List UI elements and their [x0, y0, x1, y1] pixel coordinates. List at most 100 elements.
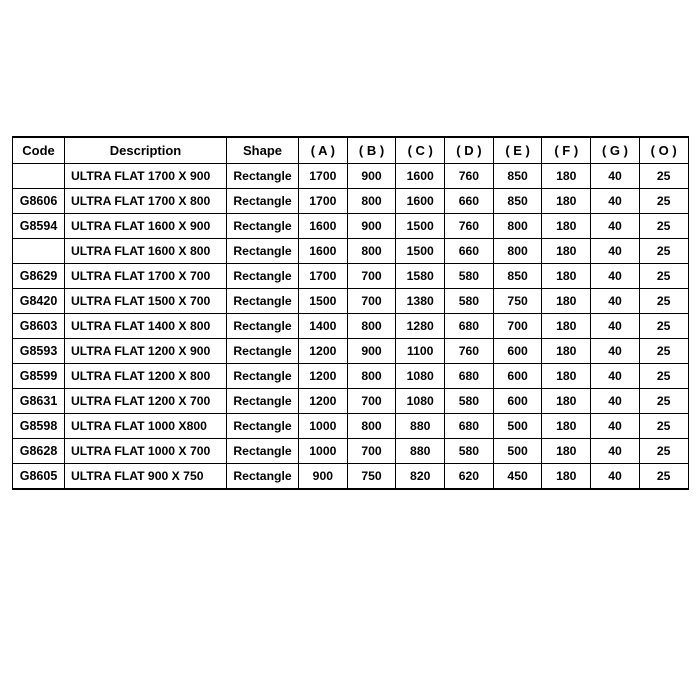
cell-dim: 25	[639, 339, 688, 364]
col-header-f: ( F )	[542, 137, 591, 164]
cell-shape: Rectangle	[227, 364, 299, 389]
table-row: G8628ULTRA FLAT 1000 X 700Rectangle10007…	[13, 439, 689, 464]
col-header-code: Code	[13, 137, 65, 164]
cell-code: G8605	[13, 464, 65, 490]
cell-description: ULTRA FLAT 1000 X 700	[65, 439, 227, 464]
cell-dim: 25	[639, 189, 688, 214]
cell-dim: 850	[493, 264, 542, 289]
cell-shape: Rectangle	[227, 314, 299, 339]
col-header-shape: Shape	[227, 137, 299, 164]
table-row: G8594ULTRA FLAT 1600 X 900Rectangle16009…	[13, 214, 689, 239]
table-row: G8631ULTRA FLAT 1200 X 700Rectangle12007…	[13, 389, 689, 414]
table-row: G8603ULTRA FLAT 1400 X 800Rectangle14008…	[13, 314, 689, 339]
cell-dim: 180	[542, 164, 591, 189]
cell-shape: Rectangle	[227, 414, 299, 439]
col-header-o: ( O )	[639, 137, 688, 164]
cell-dim: 1380	[396, 289, 445, 314]
cell-dim: 500	[493, 439, 542, 464]
cell-dim: 800	[347, 239, 396, 264]
cell-dim: 760	[445, 339, 494, 364]
cell-dim: 25	[639, 439, 688, 464]
cell-dim: 850	[493, 164, 542, 189]
cell-dim: 25	[639, 314, 688, 339]
cell-dim: 700	[493, 314, 542, 339]
table-row: G8606ULTRA FLAT 1700 X 800Rectangle17008…	[13, 189, 689, 214]
cell-dim: 1600	[396, 189, 445, 214]
cell-code: G8593	[13, 339, 65, 364]
cell-dim: 25	[639, 264, 688, 289]
table-row: G8598ULTRA FLAT 1000 X800Rectangle100080…	[13, 414, 689, 439]
table-row: G8599ULTRA FLAT 1200 X 800Rectangle12008…	[13, 364, 689, 389]
col-header-b: ( B )	[347, 137, 396, 164]
cell-dim: 180	[542, 289, 591, 314]
cell-code: G8603	[13, 314, 65, 339]
cell-dim: 25	[639, 364, 688, 389]
cell-dim: 1700	[299, 189, 348, 214]
cell-dim: 500	[493, 414, 542, 439]
cell-dim: 180	[542, 339, 591, 364]
cell-dim: 40	[591, 464, 640, 490]
cell-dim: 1400	[299, 314, 348, 339]
cell-dim: 880	[396, 439, 445, 464]
cell-shape: Rectangle	[227, 264, 299, 289]
cell-description: ULTRA FLAT 1700 X 900	[65, 164, 227, 189]
cell-dim: 800	[347, 364, 396, 389]
cell-shape: Rectangle	[227, 339, 299, 364]
cell-dim: 180	[542, 189, 591, 214]
cell-dim: 1600	[396, 164, 445, 189]
cell-dim: 700	[347, 439, 396, 464]
cell-dim: 1700	[299, 264, 348, 289]
cell-dim: 40	[591, 289, 640, 314]
cell-dim: 25	[639, 214, 688, 239]
table-row: G8420ULTRA FLAT 1500 X 700Rectangle15007…	[13, 289, 689, 314]
cell-dim: 800	[493, 239, 542, 264]
spec-table: Code Description Shape ( A ) ( B ) ( C )…	[12, 136, 689, 490]
table-header-row: Code Description Shape ( A ) ( B ) ( C )…	[13, 137, 689, 164]
cell-code: G8629	[13, 264, 65, 289]
cell-code	[13, 239, 65, 264]
cell-dim: 180	[542, 364, 591, 389]
cell-dim: 820	[396, 464, 445, 490]
cell-dim: 25	[639, 414, 688, 439]
cell-dim: 750	[493, 289, 542, 314]
cell-dim: 25	[639, 289, 688, 314]
cell-shape: Rectangle	[227, 439, 299, 464]
cell-dim: 1580	[396, 264, 445, 289]
cell-shape: Rectangle	[227, 164, 299, 189]
cell-dim: 40	[591, 439, 640, 464]
cell-dim: 800	[347, 314, 396, 339]
cell-dim: 180	[542, 439, 591, 464]
col-header-c: ( C )	[396, 137, 445, 164]
cell-shape: Rectangle	[227, 214, 299, 239]
cell-dim: 180	[542, 239, 591, 264]
cell-dim: 180	[542, 314, 591, 339]
cell-dim: 1200	[299, 364, 348, 389]
table-body: ULTRA FLAT 1700 X 900Rectangle1700900160…	[13, 164, 689, 490]
cell-description: ULTRA FLAT 1200 X 700	[65, 389, 227, 414]
col-header-e: ( E )	[493, 137, 542, 164]
cell-dim: 580	[445, 264, 494, 289]
cell-dim: 40	[591, 189, 640, 214]
cell-description: ULTRA FLAT 1200 X 800	[65, 364, 227, 389]
cell-dim: 800	[493, 214, 542, 239]
cell-shape: Rectangle	[227, 389, 299, 414]
cell-code	[13, 164, 65, 189]
cell-dim: 40	[591, 239, 640, 264]
cell-dim: 900	[299, 464, 348, 490]
col-header-desc: Description	[65, 137, 227, 164]
table-row: G8629ULTRA FLAT 1700 X 700Rectangle17007…	[13, 264, 689, 289]
cell-dim: 1500	[299, 289, 348, 314]
cell-dim: 850	[493, 189, 542, 214]
cell-dim: 900	[347, 214, 396, 239]
cell-dim: 180	[542, 264, 591, 289]
cell-dim: 580	[445, 389, 494, 414]
cell-dim: 600	[493, 339, 542, 364]
table-row: G8605ULTRA FLAT 900 X 750Rectangle900750…	[13, 464, 689, 490]
cell-dim: 700	[347, 289, 396, 314]
cell-dim: 180	[542, 389, 591, 414]
cell-dim: 660	[445, 189, 494, 214]
cell-dim: 1500	[396, 214, 445, 239]
cell-dim: 1600	[299, 214, 348, 239]
cell-dim: 25	[639, 239, 688, 264]
cell-dim: 900	[347, 339, 396, 364]
